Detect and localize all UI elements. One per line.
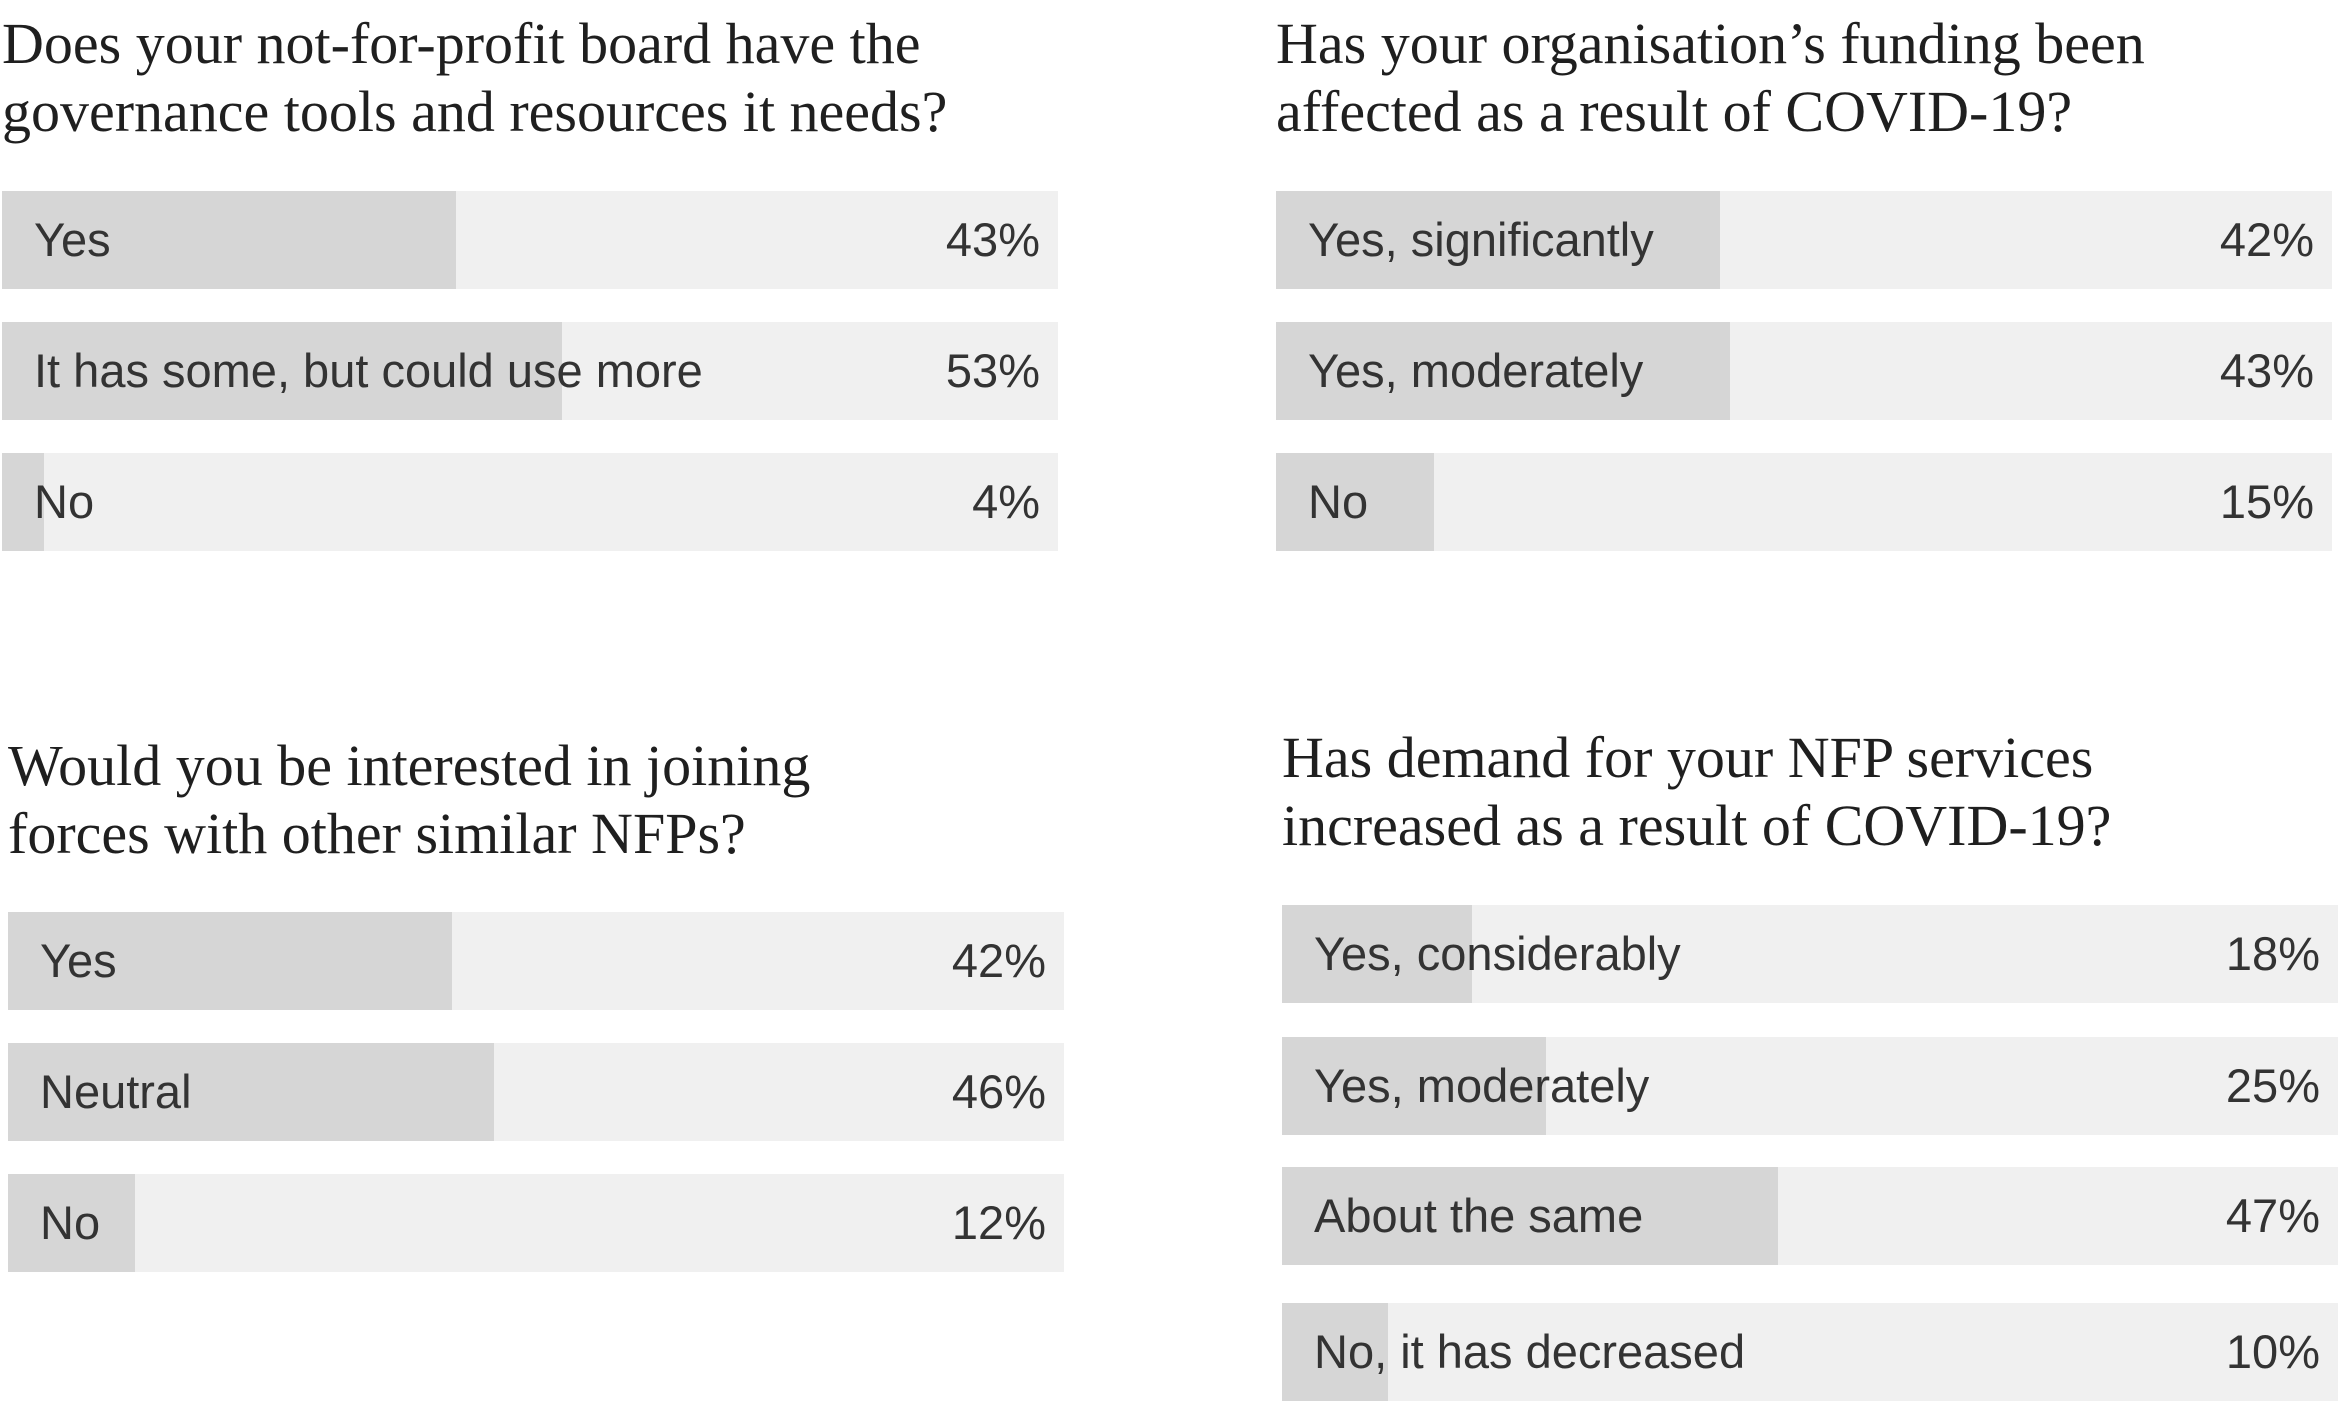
- poll-option-percent: 10%: [2225, 1325, 2320, 1378]
- poll-option-row: Yes, moderately 25%: [1282, 1037, 2338, 1135]
- poll-option-label: No: [34, 475, 95, 528]
- poll-option-label: Yes: [34, 213, 111, 266]
- poll-option-row: Yes, significantly 42%: [1276, 191, 2332, 289]
- poll-option-row: About the same 47%: [1282, 1167, 2338, 1265]
- poll-option-bar: [1276, 191, 1720, 289]
- poll-option-bar: [2, 191, 457, 289]
- poll-joining-forces: Would you be interested in joining force…: [8, 732, 1064, 1272]
- poll-option-label: Yes, moderately: [1314, 1059, 1650, 1112]
- poll-option-bar: [8, 912, 452, 1010]
- poll-option-row: Yes, considerably 18%: [1282, 905, 2338, 1003]
- poll-option-label: Yes, moderately: [1308, 344, 1644, 397]
- poll-option-percent: 53%: [945, 344, 1040, 397]
- poll-option-bar: [8, 1043, 494, 1141]
- poll-option-percent: 18%: [2225, 927, 2320, 980]
- poll-option-row: Neutral 46%: [8, 1043, 1064, 1141]
- poll-option-bar: [1282, 905, 1473, 1003]
- poll-option-row: No 4%: [2, 453, 1058, 551]
- poll-option-percent: 47%: [2225, 1189, 2320, 1242]
- poll-option-label: No: [40, 1196, 101, 1249]
- poll-option-percent: 4%: [972, 475, 1040, 528]
- poll-option-label: No: [1308, 475, 1369, 528]
- poll-option-bar: [2, 453, 45, 551]
- poll-option-bar: [2, 322, 562, 420]
- poll-option-row: No, it has decreased 10%: [1282, 1303, 2338, 1401]
- poll-option-percent: 46%: [951, 1065, 1046, 1118]
- poll-funding-affected: Has your organisation’s funding been aff…: [1276, 10, 2332, 551]
- poll-option-percent: 25%: [2225, 1059, 2320, 1112]
- poll-option-bar: [1282, 1037, 1546, 1135]
- poll-option-label: Yes, considerably: [1314, 927, 1681, 980]
- poll-demand-increased: Has demand for your NFP services increas…: [1282, 724, 2338, 1401]
- poll-option-percent: 12%: [951, 1196, 1046, 1249]
- poll-option-row: Yes 43%: [2, 191, 1058, 289]
- poll-option-row: Yes 42%: [8, 912, 1064, 1010]
- poll-option-label: About the same: [1314, 1189, 1644, 1242]
- poll-option-percent: 43%: [2219, 344, 2314, 397]
- poll-option-bar: [1282, 1303, 1388, 1401]
- poll-option-percent: 43%: [945, 213, 1040, 266]
- poll-option-row: No 12%: [8, 1174, 1064, 1272]
- poll-option-row: No 15%: [1276, 453, 2332, 551]
- poll-option-percent: 15%: [2219, 475, 2314, 528]
- poll-question: Would you be interested in joining force…: [8, 733, 811, 866]
- poll-option-bar: [1276, 322, 1731, 420]
- poll-option-row: It has some, but could use more 53%: [2, 322, 1058, 420]
- poll-option-label: No, it has decreased: [1314, 1325, 1746, 1378]
- poll-option-label: Yes: [40, 934, 117, 987]
- poll-option-label: Yes, significantly: [1308, 213, 1654, 266]
- poll-question: Has demand for your NFP services increas…: [1282, 725, 2112, 858]
- poll-option-percent: 42%: [2219, 213, 2314, 266]
- poll-question: Does your not-for-profit board have the …: [2, 11, 948, 144]
- poll-option-percent: 42%: [951, 934, 1046, 987]
- poll-board-governance: Does your not-for-profit board have the …: [2, 10, 1058, 551]
- poll-option-bar: [1282, 1167, 1779, 1265]
- poll-option-row: Yes, moderately 43%: [1276, 322, 2332, 420]
- poll-option-bar: [1276, 453, 1435, 551]
- poll-question: Has your organisation’s funding been aff…: [1276, 11, 2145, 144]
- poll-option-label: It has some, but could use more: [34, 344, 703, 397]
- poll-option-bar: [8, 1174, 135, 1272]
- poll-option-label: Neutral: [40, 1065, 192, 1118]
